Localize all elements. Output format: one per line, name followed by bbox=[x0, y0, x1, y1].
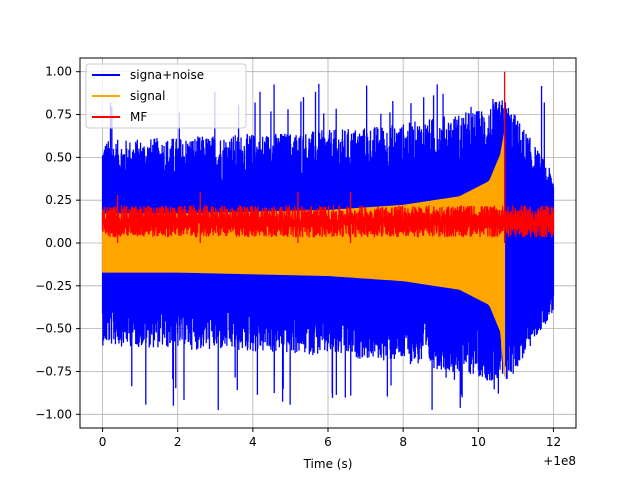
series-layer bbox=[101, 71, 555, 411]
y-tick-label: −0.25 bbox=[35, 279, 72, 293]
legend-label: MF bbox=[130, 110, 147, 124]
y-tick-label: 0.00 bbox=[45, 236, 72, 250]
legend-label: signal bbox=[130, 89, 166, 103]
y-tick-label: 0.50 bbox=[45, 150, 72, 164]
y-tick-label: 1.00 bbox=[45, 65, 72, 79]
x-tick-label: 2 bbox=[174, 435, 182, 449]
x-tick-label: 8 bbox=[399, 435, 407, 449]
x-tick-label: 4 bbox=[249, 435, 257, 449]
y-tick-label: 0.75 bbox=[45, 108, 72, 122]
x-tick-label: 0 bbox=[99, 435, 107, 449]
series-mf bbox=[101, 71, 555, 243]
y-tick-label: −0.75 bbox=[35, 364, 72, 378]
y-tick-label: −1.00 bbox=[35, 407, 72, 421]
x-tick-label: 10 bbox=[471, 435, 486, 449]
ticks: 0 2 4 6 8 10 12 −1.00 −0.75 −0.50 −0.25 0.00 0.25 0.5… bbox=[35, 65, 561, 449]
legend-label: signa+noise bbox=[130, 68, 204, 82]
x-tick-label: 6 bbox=[324, 435, 332, 449]
y-tick-label: 0.25 bbox=[45, 193, 72, 207]
y-tick-label: −0.50 bbox=[35, 322, 72, 336]
legend-box bbox=[85, 63, 247, 129]
x-tick-label: 12 bbox=[546, 435, 561, 449]
x-offset-label: +1e8 bbox=[543, 454, 576, 468]
legend: signa+noise signal MF bbox=[85, 63, 247, 129]
x-axis-label: Time (s) bbox=[303, 457, 353, 471]
